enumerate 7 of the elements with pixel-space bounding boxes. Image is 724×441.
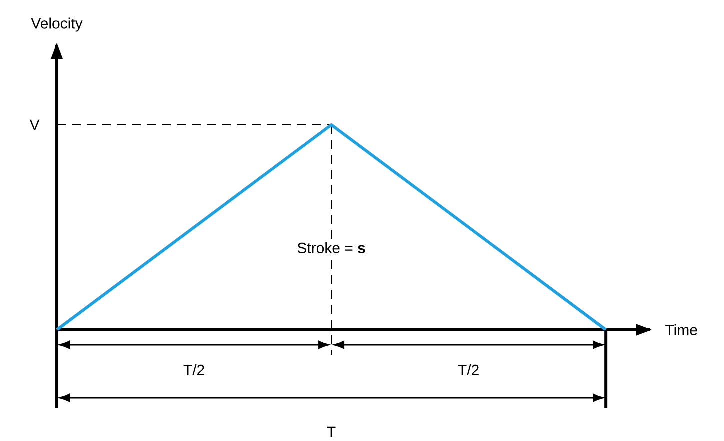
- x-axis-title: Time: [666, 324, 698, 336]
- annotation: Stroke = s: [298, 242, 366, 254]
- text: T/2: [184, 364, 204, 376]
- ref-line-label: V: [30, 120, 40, 130]
- text: T: [327, 426, 336, 438]
- text: T/2: [458, 364, 479, 376]
- text: Velocity: [31, 18, 83, 32]
